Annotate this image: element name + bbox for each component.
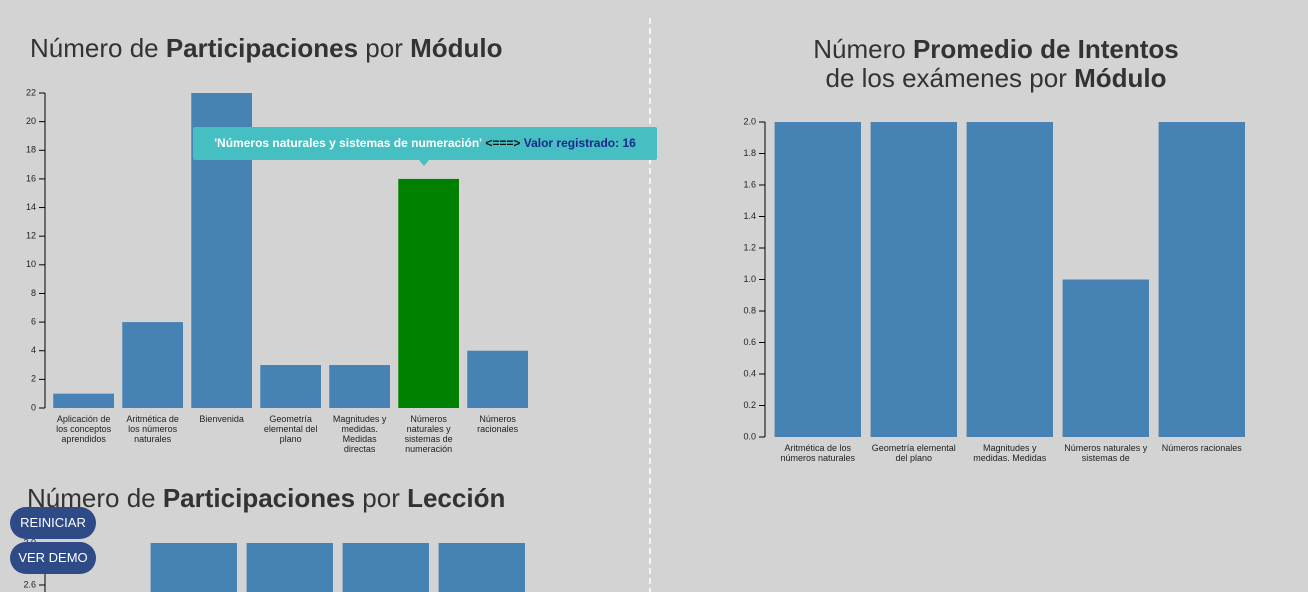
y-tick-label: 1.8 — [743, 148, 756, 158]
y-tick-label: 2 — [31, 374, 36, 384]
bar — [966, 122, 1053, 437]
tooltip: 'Números naturales y sistemas de numerac… — [193, 127, 657, 166]
bar — [774, 122, 861, 437]
y-tick-label: 0.2 — [743, 400, 756, 410]
bar — [342, 543, 429, 592]
y-tick-label: 16 — [26, 173, 36, 183]
chart-title: Número de Participaciones por Módulo — [30, 34, 550, 63]
demo-button[interactable]: VER DEMO — [10, 542, 96, 574]
bar — [467, 350, 528, 408]
tooltip-separator: <===> — [485, 136, 521, 150]
y-tick-label: 0.4 — [743, 368, 756, 378]
x-tick-label: Números racionales — [1162, 443, 1243, 453]
y-tick-label: 14 — [26, 202, 36, 212]
tooltip-value: Valor registrado: 16 — [523, 136, 636, 150]
bar — [260, 365, 321, 408]
x-tick-label: Magnitudes y medidas. Medidas directas — [333, 414, 387, 454]
y-tick-label: 6 — [31, 316, 36, 326]
bar — [122, 322, 183, 408]
bar — [246, 543, 333, 592]
y-tick-label: 22 — [26, 87, 36, 97]
bar — [870, 122, 957, 437]
bar — [53, 393, 114, 408]
chart-title: Número de Participaciones por Lección — [27, 484, 547, 513]
reset-button[interactable]: REINICIAR — [10, 507, 96, 539]
title-line: Número de Participaciones por Módulo — [30, 34, 550, 63]
title-line: de los exámenes por Módulo — [746, 64, 1246, 93]
title-segment: Participaciones — [162, 483, 356, 513]
y-tick-label: 1.6 — [743, 179, 756, 189]
y-tick-label: 0.6 — [743, 337, 756, 347]
x-tick-label: Aritmética de los números naturales — [781, 443, 856, 463]
x-tick-label: Aplicación de los conceptos aprendidos — [56, 414, 112, 444]
y-tick-label: 4 — [31, 345, 36, 355]
chart-title: Número Promedio de Intentos de los exámen… — [746, 35, 1246, 93]
y-tick-label: 1.2 — [743, 242, 756, 252]
title-segment: Participaciones — [165, 33, 359, 63]
title-line: Número Promedio de Intentos — [746, 35, 1246, 64]
x-tick-label: Números naturales y sistemas de numeración — [405, 414, 453, 454]
x-tick-label: Números racionales — [477, 414, 519, 434]
y-tick-label: 0.8 — [743, 305, 756, 315]
bar — [329, 365, 390, 408]
bar — [150, 543, 237, 592]
y-tick-label: 2.0 — [743, 116, 756, 126]
title-segment: Lección — [407, 483, 506, 513]
y-tick-label: 0.0 — [743, 431, 756, 441]
title-segment: por — [355, 483, 408, 513]
title-segment: por — [358, 33, 411, 63]
title-line: Número de Participaciones por Lección — [27, 484, 547, 513]
y-tick-label: 1.4 — [743, 211, 756, 221]
x-tick-label: Números naturales y sistemas de — [1064, 443, 1148, 463]
title-segment: Número de — [30, 33, 166, 63]
y-tick-label: 18 — [26, 145, 36, 155]
y-tick-label: 10 — [26, 259, 36, 269]
bar — [398, 178, 459, 408]
title-segment: Número — [813, 34, 913, 64]
bar — [438, 543, 525, 592]
x-tick-label: Geometría elemental del plano — [264, 414, 318, 444]
title-segment: Módulo — [410, 33, 503, 63]
bar — [1062, 279, 1149, 437]
title-segment: Promedio de Intentos — [912, 34, 1179, 64]
y-tick-label: 20 — [26, 116, 36, 126]
tooltip-label: 'Números naturales y sistemas de numerac… — [214, 136, 483, 150]
x-tick-label: Magnitudes y medidas. Medidas — [973, 443, 1047, 463]
bar — [1158, 122, 1245, 437]
x-tick-label: Geometría elemental del plano — [872, 443, 956, 463]
y-tick-label: 2.6 — [23, 579, 36, 589]
x-tick-label: Bienvenida — [199, 414, 244, 424]
title-segment: de los exámenes por — [825, 63, 1075, 93]
y-tick-label: 12 — [26, 231, 36, 241]
y-tick-label: 1.0 — [743, 274, 756, 284]
y-tick-label: 0 — [31, 402, 36, 412]
x-tick-label: Aritmética de los números naturales — [126, 414, 179, 444]
y-tick-label: 8 — [31, 288, 36, 298]
title-segment: Módulo — [1074, 63, 1167, 93]
